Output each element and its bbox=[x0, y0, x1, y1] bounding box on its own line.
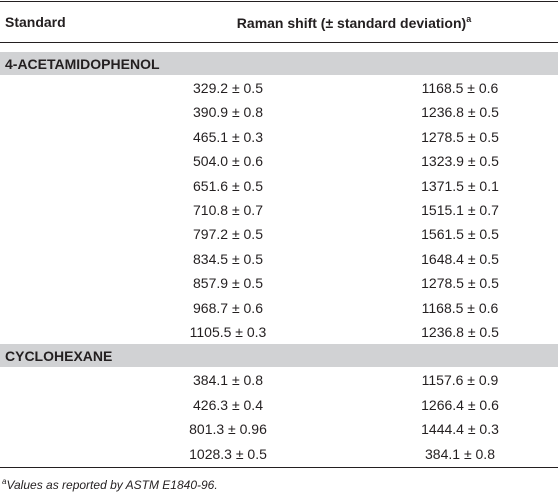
header-cell: Raman shift (± standard deviation)a bbox=[236, 14, 472, 31]
cell: 384.1 ± 0.8 bbox=[193, 372, 263, 389]
cell: 797.2 ± 0.5 bbox=[193, 226, 263, 243]
cell: 1236.8 ± 0.5 bbox=[421, 104, 499, 121]
cell: 1105.5 ± 0.3 bbox=[189, 324, 267, 340]
footnote: aValues as reported by ASTM E1840-96. bbox=[2, 477, 218, 492]
top-rule bbox=[0, 1, 558, 2]
section-title: 4-ACETAMIDOPHENOL bbox=[5, 56, 160, 72]
cell: 857.9 ± 0.5 bbox=[193, 275, 263, 292]
footnote-text: Values as reported by ASTM E1840-96. bbox=[6, 478, 218, 492]
cell: 1266.4 ± 0.6 bbox=[421, 396, 499, 413]
cell: 1444.4 ± 0.3 bbox=[421, 421, 499, 438]
cell: 710.8 ± 0.7 bbox=[193, 202, 263, 218]
cell: 390.9 ± 0.8 bbox=[193, 104, 263, 121]
header-rule bbox=[0, 42, 558, 43]
cell: 426.3 ± 0.4 bbox=[193, 396, 263, 413]
cell: 1168.5 ± 0.6 bbox=[421, 80, 499, 96]
cell: 1561.5 ± 0.5 bbox=[421, 226, 499, 243]
cell: 1168.5 ± 0.6 bbox=[421, 299, 499, 316]
cell: 1515.1 ± 0.7 bbox=[421, 202, 499, 218]
header-note: a bbox=[466, 14, 472, 24]
cell: 465.1 ± 0.3 bbox=[193, 128, 263, 145]
cell: 1371.5 ± 0.1 bbox=[421, 177, 499, 194]
cell: 1157.6 ± 0.9 bbox=[421, 372, 499, 389]
cell: 834.5 ± 0.5 bbox=[193, 250, 263, 267]
header-text: Raman shift (± standard deviation) bbox=[236, 15, 467, 31]
cell: 1278.5 ± 0.5 bbox=[421, 128, 499, 145]
cell: 329.2 ± 0.5 bbox=[193, 80, 263, 96]
cell: 651.6 ± 0.5 bbox=[193, 177, 263, 194]
cell: 968.7 ± 0.6 bbox=[193, 299, 263, 316]
cell: 1323.9 ± 0.5 bbox=[421, 153, 499, 170]
cell: 384.1 ± 0.8 bbox=[425, 445, 495, 462]
cell: 1648.4 ± 0.5 bbox=[421, 250, 499, 267]
section-title: CYCLOHEXANE bbox=[5, 348, 113, 365]
cell: 504.0 ± 0.6 bbox=[193, 153, 263, 170]
cell: 1028.3 ± 0.5 bbox=[189, 445, 267, 462]
footnote-marker: a bbox=[2, 477, 7, 486]
cell: 801.3 ± 0.96 bbox=[189, 421, 267, 438]
cell: 1278.5 ± 0.5 bbox=[421, 275, 499, 292]
header-cell: Standard bbox=[5, 14, 66, 30]
section-band bbox=[0, 52, 558, 75]
bottom-rule bbox=[0, 467, 558, 468]
section-band bbox=[0, 344, 558, 368]
cell: 1236.8 ± 0.5 bbox=[421, 324, 499, 340]
